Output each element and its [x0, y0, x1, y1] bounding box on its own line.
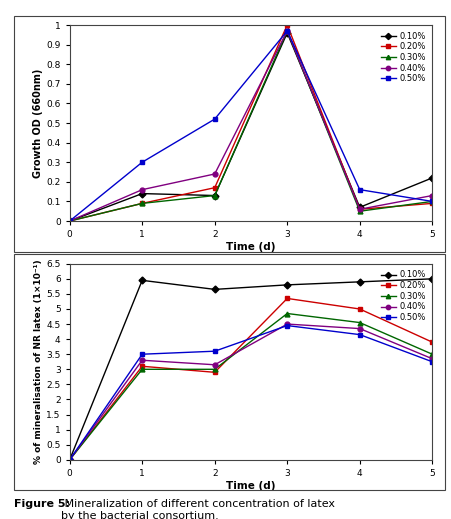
0.40%: [284, 28, 289, 34]
0.50%: [356, 186, 362, 193]
Line: 0.20%: 0.20%: [67, 23, 434, 224]
0.20%: [356, 206, 362, 212]
0.10%: [139, 190, 145, 197]
0.40%: [428, 356, 434, 362]
Line: 0.10%: 0.10%: [67, 31, 434, 224]
0.30%: [139, 200, 145, 207]
Legend: 0.10%, 0.20%, 0.30%, 0.40%, 0.50%: 0.10%, 0.20%, 0.30%, 0.40%, 0.50%: [377, 268, 427, 324]
0.10%: [284, 30, 289, 36]
0.20%: [284, 22, 289, 28]
0.20%: [139, 363, 145, 370]
0.50%: [139, 351, 145, 357]
Text: Mineralization of different concentration of latex
by the bacterial consortium.: Mineralization of different concentratio…: [61, 499, 334, 519]
0.50%: [284, 28, 289, 34]
0.40%: [356, 206, 362, 212]
0.30%: [428, 351, 434, 357]
0.10%: [428, 175, 434, 181]
X-axis label: Time (d): Time (d): [226, 481, 275, 490]
0.50%: [284, 322, 289, 329]
Text: Figure 5:: Figure 5:: [14, 499, 69, 509]
Line: 0.30%: 0.30%: [67, 311, 434, 462]
0.20%: [67, 218, 72, 224]
0.10%: [67, 457, 72, 463]
0.10%: [428, 276, 434, 282]
0.10%: [67, 218, 72, 224]
0.50%: [356, 332, 362, 338]
0.50%: [428, 198, 434, 204]
0.40%: [212, 171, 217, 177]
0.50%: [67, 457, 72, 463]
0.10%: [212, 286, 217, 293]
0.40%: [356, 325, 362, 332]
Line: 0.20%: 0.20%: [67, 296, 434, 462]
0.50%: [67, 218, 72, 224]
0.40%: [67, 218, 72, 224]
0.20%: [139, 200, 145, 207]
0.30%: [356, 319, 362, 325]
0.30%: [356, 208, 362, 214]
0.20%: [428, 200, 434, 207]
0.10%: [356, 279, 362, 285]
X-axis label: Time (d): Time (d): [226, 242, 275, 252]
0.20%: [67, 457, 72, 463]
0.20%: [212, 369, 217, 375]
Line: 0.40%: 0.40%: [67, 322, 434, 462]
0.20%: [284, 295, 289, 302]
0.30%: [67, 457, 72, 463]
Line: 0.50%: 0.50%: [67, 323, 434, 462]
0.30%: [428, 198, 434, 204]
0.50%: [139, 159, 145, 166]
Line: 0.40%: 0.40%: [67, 29, 434, 224]
0.40%: [67, 457, 72, 463]
Line: 0.50%: 0.50%: [67, 29, 434, 224]
0.10%: [356, 204, 362, 210]
Y-axis label: Growth OD (660nm): Growth OD (660nm): [33, 69, 43, 177]
0.30%: [139, 366, 145, 373]
0.40%: [428, 193, 434, 199]
0.10%: [212, 193, 217, 199]
Line: 0.10%: 0.10%: [67, 277, 434, 462]
0.10%: [139, 277, 145, 283]
0.20%: [212, 185, 217, 191]
0.40%: [139, 357, 145, 363]
0.30%: [284, 310, 289, 317]
0.30%: [212, 193, 217, 199]
0.30%: [284, 28, 289, 34]
Legend: 0.10%, 0.20%, 0.30%, 0.40%, 0.50%: 0.10%, 0.20%, 0.30%, 0.40%, 0.50%: [377, 29, 427, 86]
0.50%: [212, 348, 217, 354]
0.40%: [212, 362, 217, 368]
0.20%: [428, 339, 434, 345]
0.40%: [139, 186, 145, 193]
0.50%: [212, 116, 217, 122]
0.40%: [284, 321, 289, 327]
0.10%: [284, 282, 289, 288]
0.30%: [67, 218, 72, 224]
0.20%: [356, 306, 362, 312]
Y-axis label: % of mineralisation of NR latex (1×10⁻¹): % of mineralisation of NR latex (1×10⁻¹): [34, 260, 43, 464]
0.50%: [428, 359, 434, 365]
0.30%: [212, 366, 217, 373]
Line: 0.30%: 0.30%: [67, 29, 434, 224]
